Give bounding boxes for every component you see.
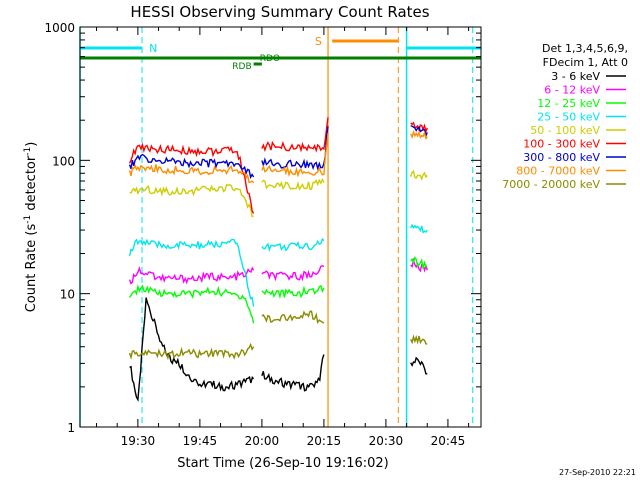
series-line (261, 354, 325, 392)
y-axis-label-end: ) (24, 142, 39, 147)
series-line (410, 124, 428, 138)
legend-label: 3 - 6 keV (551, 70, 600, 83)
chart-title: HESSI Observing Summary Count Rates (130, 3, 429, 21)
legend-label: 50 - 100 keV (530, 124, 600, 137)
annotation-rdb: RDB (232, 62, 251, 72)
legend-label: 300 - 800 keV (523, 151, 600, 164)
series-50-100-kev (129, 170, 428, 218)
y-axis: 1 10 100 1000 (44, 21, 481, 435)
x-tick-label: 19:30 (121, 434, 156, 448)
legend-label: 25 - 50 keV (537, 111, 600, 124)
series-25-50-kev (128, 223, 428, 307)
series-line (410, 170, 428, 181)
y-tick-label: 1000 (44, 21, 75, 35)
legend: Det 1,3,4,5,6,9, FDecim 1, Att 0 3 - 6 k… (502, 42, 628, 191)
series-line (261, 133, 329, 178)
x-axis-label: Start Time (26-Sep-10 19:16:02) (177, 456, 388, 471)
series-line (261, 126, 329, 171)
series-3-6-kev (129, 297, 428, 403)
series-line (128, 153, 255, 180)
series-line (128, 142, 255, 214)
series-line (410, 256, 428, 269)
y-axis-label-sup2: -1 (23, 147, 33, 156)
y-tick-label: 1 (67, 421, 75, 435)
series-line (410, 356, 428, 375)
annotation-rdo: RDO (260, 54, 280, 64)
series-100-300-kev (128, 117, 428, 214)
series-line (410, 334, 428, 345)
series-line (129, 284, 255, 324)
series-line (128, 163, 255, 184)
plot-frame (79, 26, 482, 428)
series-line (410, 121, 428, 134)
timestamp: 27-Sep-2010 22:21 (559, 468, 636, 477)
series-line (128, 266, 255, 285)
annotation-n: N (149, 42, 157, 55)
x-tick-label: 20:15 (307, 434, 342, 448)
y-axis-label: Count Rate (s-1 detector-1) (23, 142, 39, 313)
x-tick-label: 19:45 (183, 434, 218, 448)
series-line (261, 284, 325, 300)
series-line (410, 223, 428, 234)
series-line (261, 177, 325, 191)
legend-header-2: FDecim 1, Att 0 (543, 56, 628, 69)
legend-label: 6 - 12 keV (544, 84, 600, 97)
x-tick-label: 20:30 (369, 434, 404, 448)
y-axis-label-main: Count Rate (s (24, 224, 39, 313)
series-line (129, 297, 255, 403)
y-tick-label: 10 (60, 288, 75, 302)
series-line (261, 117, 329, 153)
y-axis-label-mid: detector (24, 155, 39, 215)
y-axis-label-sup1: -1 (23, 215, 33, 224)
legend-label: 12 - 25 keV (537, 97, 600, 110)
y-tick-label: 100 (52, 154, 75, 168)
series-800-7000-kev (128, 129, 428, 184)
series-line (261, 265, 325, 282)
legend-label: 100 - 300 keV (523, 138, 600, 151)
series-line (128, 342, 255, 361)
series-line (129, 183, 254, 218)
legend-header-1: Det 1,3,4,5,6,9, (542, 42, 628, 55)
series-7000-20000-kev (128, 310, 428, 361)
series-line (410, 129, 428, 140)
legend-label: 7000 - 20000 keV (502, 178, 600, 191)
x-tick-label: 20:45 (431, 434, 466, 448)
series-12-25-kev (129, 256, 428, 324)
series-line (128, 238, 255, 307)
plot-area: N S RDO RDB (79, 27, 481, 427)
series-line (261, 237, 325, 253)
series-300-800-kev (128, 124, 428, 180)
annotation-s: S (315, 35, 322, 48)
x-axis: 19:30 19:45 20:00 20:15 20:30 20:45 (96, 27, 470, 448)
series-line (261, 310, 325, 325)
x-tick-label: 20:00 (245, 434, 280, 448)
legend-label: 800 - 7000 keV (516, 165, 600, 178)
